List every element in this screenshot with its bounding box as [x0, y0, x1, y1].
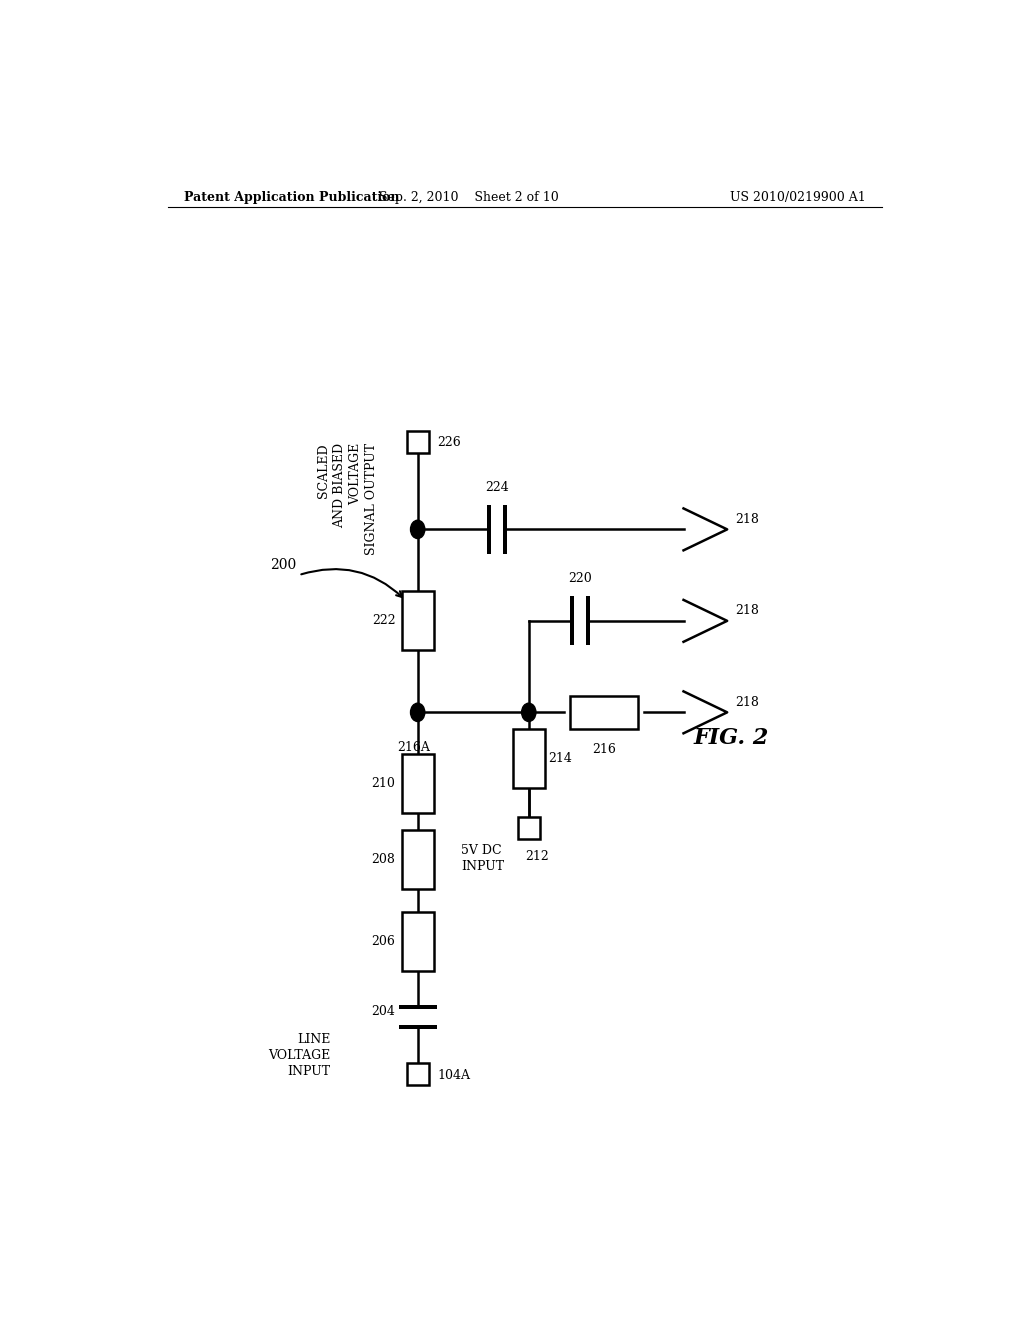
Text: US 2010/0219900 A1: US 2010/0219900 A1 — [730, 190, 866, 203]
Text: 104A: 104A — [437, 1069, 470, 1081]
Text: 220: 220 — [568, 573, 592, 585]
Text: 218: 218 — [735, 696, 759, 709]
Text: 218: 218 — [735, 605, 759, 618]
Text: 216A: 216A — [397, 741, 430, 754]
Text: SCALED
AND BIASED
VOLTAGE
SIGNAL OUTPUT: SCALED AND BIASED VOLTAGE SIGNAL OUTPUT — [317, 444, 378, 556]
Bar — [407, 1063, 429, 1085]
Circle shape — [411, 520, 425, 539]
Text: Sep. 2, 2010    Sheet 2 of 10: Sep. 2, 2010 Sheet 2 of 10 — [379, 190, 559, 203]
Text: 216: 216 — [592, 743, 616, 756]
Text: 5V DC
INPUT: 5V DC INPUT — [461, 845, 505, 874]
Bar — [401, 830, 433, 890]
Text: 206: 206 — [372, 935, 395, 948]
Bar — [401, 591, 433, 651]
Text: 200: 200 — [269, 558, 296, 572]
Text: 208: 208 — [372, 853, 395, 866]
Circle shape — [411, 704, 425, 722]
Text: 214: 214 — [549, 751, 572, 764]
Text: 224: 224 — [485, 480, 509, 494]
Text: 226: 226 — [437, 437, 461, 450]
Bar — [401, 754, 433, 813]
Text: 210: 210 — [372, 777, 395, 789]
Text: 204: 204 — [372, 1005, 395, 1018]
Text: Patent Application Publication: Patent Application Publication — [183, 190, 399, 203]
Text: LINE
VOLTAGE
INPUT: LINE VOLTAGE INPUT — [268, 1034, 331, 1078]
Text: 222: 222 — [372, 614, 395, 627]
Circle shape — [521, 704, 536, 722]
Text: 218: 218 — [735, 512, 759, 525]
Text: 212: 212 — [524, 850, 549, 862]
Bar — [407, 430, 429, 453]
Bar — [518, 817, 540, 840]
Bar — [570, 696, 638, 729]
Bar — [401, 912, 433, 970]
Text: FIG. 2: FIG. 2 — [693, 727, 769, 748]
Bar — [513, 729, 545, 788]
